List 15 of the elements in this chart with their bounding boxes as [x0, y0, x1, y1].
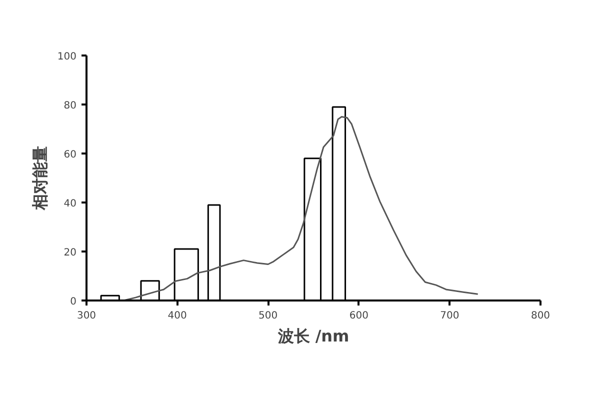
x-tick-label: 600	[349, 310, 368, 322]
x-tick-label: 400	[168, 310, 187, 322]
y-axis-title: 相对能量	[30, 146, 50, 211]
x-tick-label: 800	[530, 310, 550, 322]
y-tick-label: 20	[64, 248, 77, 258]
y-tick-label: 100	[57, 52, 77, 62]
y-tick-label: 80	[64, 100, 77, 112]
x-tick-label: 300	[76, 310, 96, 322]
y-tick-label: 60	[64, 150, 77, 160]
line-series	[122, 116, 479, 300]
x-tick-label: 700	[440, 310, 460, 322]
y-tick-label: 0	[70, 296, 77, 308]
x-axis-title: 波长 /nm	[276, 326, 350, 346]
x-tick-label: 500	[258, 310, 278, 322]
y-tick-label: 40	[64, 198, 77, 210]
